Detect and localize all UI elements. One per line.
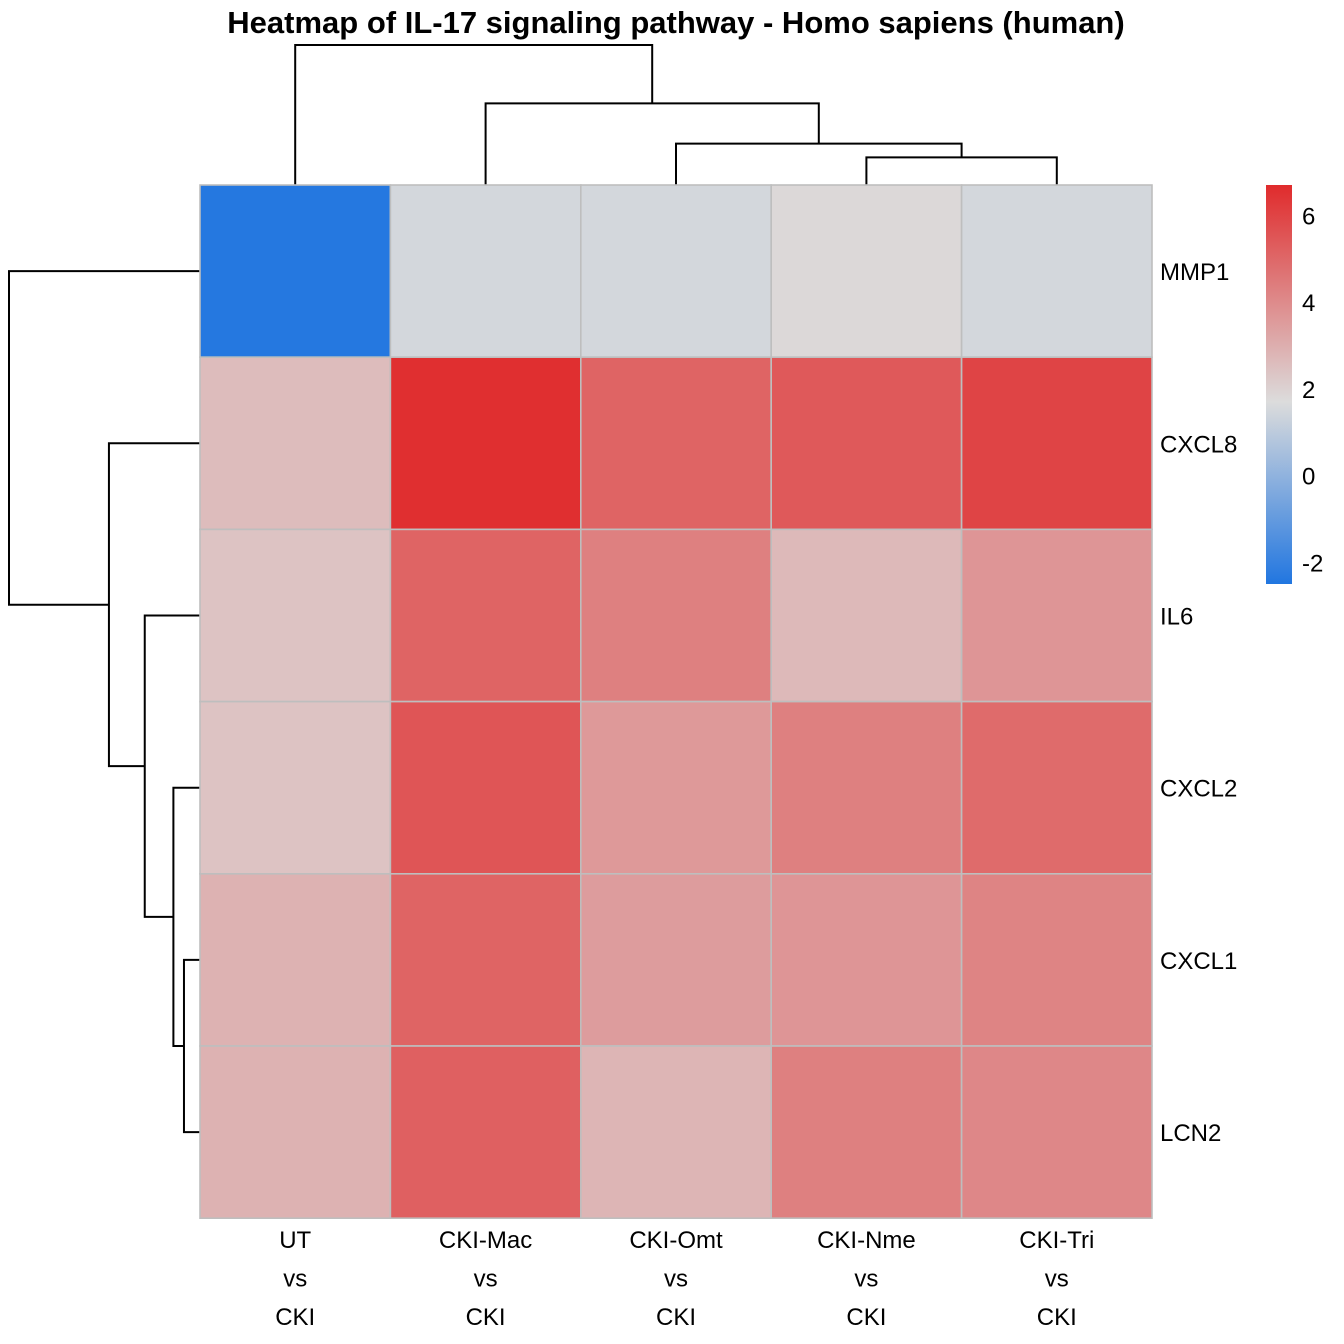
column-label-5-line-1: CKI-Tri	[1019, 1227, 1094, 1254]
heatmap-cell-cxcl1-col3	[579, 872, 772, 1047]
column-label-3-line-2: vs	[664, 1266, 688, 1293]
heatmap-cell-cxcl1-col4	[770, 872, 963, 1047]
column-label-3-line-1: CKI-Omt	[629, 1227, 723, 1254]
row-dendrogram-branch-4	[107, 442, 200, 768]
legend-tick-label: 2	[1302, 377, 1315, 404]
legend-tick-label: 6	[1302, 203, 1315, 230]
legend-tick-label: -2	[1302, 550, 1323, 577]
heatmap-cell-lcn2-col1	[199, 1045, 392, 1219]
color-legend: 6 4 2 0 -2	[1266, 185, 1323, 584]
heatmap-cells	[199, 184, 1153, 1219]
heatmap-cell-cxcl8-col2	[389, 356, 582, 531]
heatmap-cell-lcn2-col2	[389, 1045, 582, 1219]
column-label-4-line-3: CKI	[846, 1304, 886, 1331]
column-label-3-line-3: CKI	[656, 1304, 696, 1331]
row-label-cxcl8: CXCL8	[1160, 431, 1237, 458]
column-label-2-line-3: CKI	[466, 1304, 506, 1331]
column-dendrogram-branch-4	[294, 44, 654, 185]
column-label-1-line-3: CKI	[275, 1304, 315, 1331]
heatmap-cell-cxcl2-col4	[770, 700, 963, 875]
column-labels: UT vs CKI CKI-Mac vs CKI CKI-Omt vs CKI CKI-Nme vs…	[275, 1227, 1094, 1331]
heatmap-cell-il6-col2	[389, 528, 582, 703]
row-label-lcn2: LCN2	[1160, 1120, 1221, 1147]
heatmap-cell-cxcl2-col2	[389, 700, 582, 875]
heatmap-cell-mmp1-col4	[770, 184, 963, 358]
heatmap-cell-cxcl1-col2	[389, 872, 582, 1047]
heatmap-cell-mmp1-col1	[199, 184, 392, 358]
legend-tick-label: 0	[1302, 464, 1315, 491]
heatmap-cell-cxcl8-col1	[199, 356, 392, 531]
heatmap-cell-cxcl2-col5	[960, 700, 1153, 875]
heatmap-cell-il6-col1	[199, 528, 392, 703]
heatmap-cell-mmp1-col3	[579, 184, 772, 358]
heatmap-cell-cxcl1-col5	[960, 872, 1153, 1047]
heatmap-cell-cxcl1-col1	[199, 872, 392, 1047]
column-label-2-line-2: vs	[474, 1266, 498, 1293]
heatmap-cell-il6-col3	[579, 528, 772, 703]
row-label-cxcl1: CXCL1	[1160, 948, 1237, 975]
row-label-mmp1: MMP1	[1160, 259, 1229, 286]
column-label-1-line-2: vs	[283, 1266, 307, 1293]
heatmap-cell-cxcl8-col3	[579, 356, 772, 531]
color-legend-ticks: 6 4 2 0 -2	[1302, 203, 1323, 577]
row-label-cxcl2: CXCL2	[1160, 776, 1237, 803]
heatmap-cell-cxcl2-col1	[199, 700, 392, 875]
heatmap-cell-cxcl2-col3	[579, 700, 772, 875]
column-dendrogram	[294, 44, 1058, 185]
chart-title: Heatmap of IL-17 signaling pathway - Hom…	[227, 5, 1124, 40]
heatmap-cell-mmp1-col5	[960, 184, 1153, 358]
row-dendrogram-branch-1	[182, 958, 200, 1134]
heatmap-cell-cxcl8-col4	[770, 356, 963, 531]
heatmap-cell-lcn2-col3	[579, 1045, 772, 1219]
heatmap-cell-mmp1-col2	[389, 184, 582, 358]
column-label-1-line-1: UT	[279, 1227, 311, 1254]
heatmap-cell-cxcl8-col5	[960, 356, 1153, 531]
color-legend-bar	[1266, 185, 1292, 584]
row-dendrogram	[8, 270, 200, 1134]
row-labels: MMP1 CXCL8 IL6 CXCL2 CXCL1 LCN2	[1160, 259, 1237, 1147]
heatmap-cell-il6-col4	[770, 528, 963, 703]
legend-tick-label: 4	[1302, 290, 1315, 317]
column-label-5-line-2: vs	[1045, 1266, 1069, 1293]
heatmap-cell-lcn2-col4	[770, 1045, 963, 1219]
heatmap-cell-il6-col5	[960, 528, 1153, 703]
row-dendrogram-branch-5	[8, 270, 200, 606]
column-label-5-line-3: CKI	[1037, 1304, 1077, 1331]
column-label-4-line-1: CKI-Nme	[817, 1227, 916, 1254]
heatmap-cell-lcn2-col5	[960, 1045, 1153, 1219]
row-label-il6: IL6	[1160, 604, 1193, 631]
column-label-4-line-2: vs	[854, 1266, 878, 1293]
column-label-2-line-1: CKI-Mac	[439, 1227, 532, 1254]
